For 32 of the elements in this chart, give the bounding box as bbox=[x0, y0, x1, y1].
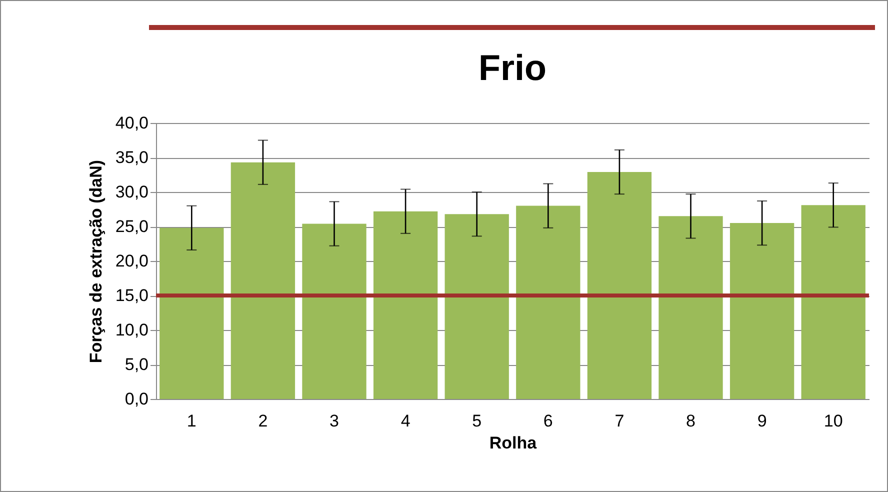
x-tick-label: 2 bbox=[258, 412, 268, 430]
bar bbox=[658, 216, 723, 399]
bar bbox=[801, 205, 866, 399]
bar bbox=[230, 162, 296, 399]
bar bbox=[160, 228, 224, 399]
x-tick-label: 10 bbox=[824, 412, 843, 430]
x-axis-title: Rolha bbox=[489, 434, 538, 452]
x-tick-label: 9 bbox=[757, 412, 767, 430]
y-tick-label: 5,0 bbox=[124, 355, 148, 374]
x-tick-label: 4 bbox=[400, 412, 410, 430]
x-tick-label: 3 bbox=[330, 412, 339, 430]
y-tick-label: 35,0 bbox=[115, 148, 148, 167]
y-tick-label: 30,0 bbox=[115, 182, 148, 202]
bar bbox=[587, 172, 652, 399]
y-tick-label: 25,0 bbox=[115, 217, 148, 236]
y-tick-label: 20,0 bbox=[115, 252, 148, 270]
x-tick-label: 7 bbox=[614, 412, 624, 430]
x-tick-label: 8 bbox=[686, 412, 696, 430]
bar bbox=[302, 224, 366, 399]
bar bbox=[730, 223, 794, 399]
x-tick-label: 5 bbox=[472, 412, 482, 430]
bar bbox=[444, 214, 509, 399]
y-tick-label: 15,0 bbox=[115, 286, 148, 305]
x-tick-label: 6 bbox=[543, 412, 553, 430]
y-tick-label: 10,0 bbox=[115, 320, 148, 340]
bar bbox=[373, 211, 438, 399]
chart-title: Frio bbox=[478, 47, 546, 88]
y-tick-label: 40,0 bbox=[115, 114, 148, 132]
y-axis-title: Forças de extração (daN) bbox=[86, 160, 106, 364]
x-tick-label: 1 bbox=[186, 412, 196, 430]
y-tick-label: 0,0 bbox=[124, 390, 148, 408]
bar bbox=[516, 206, 580, 399]
